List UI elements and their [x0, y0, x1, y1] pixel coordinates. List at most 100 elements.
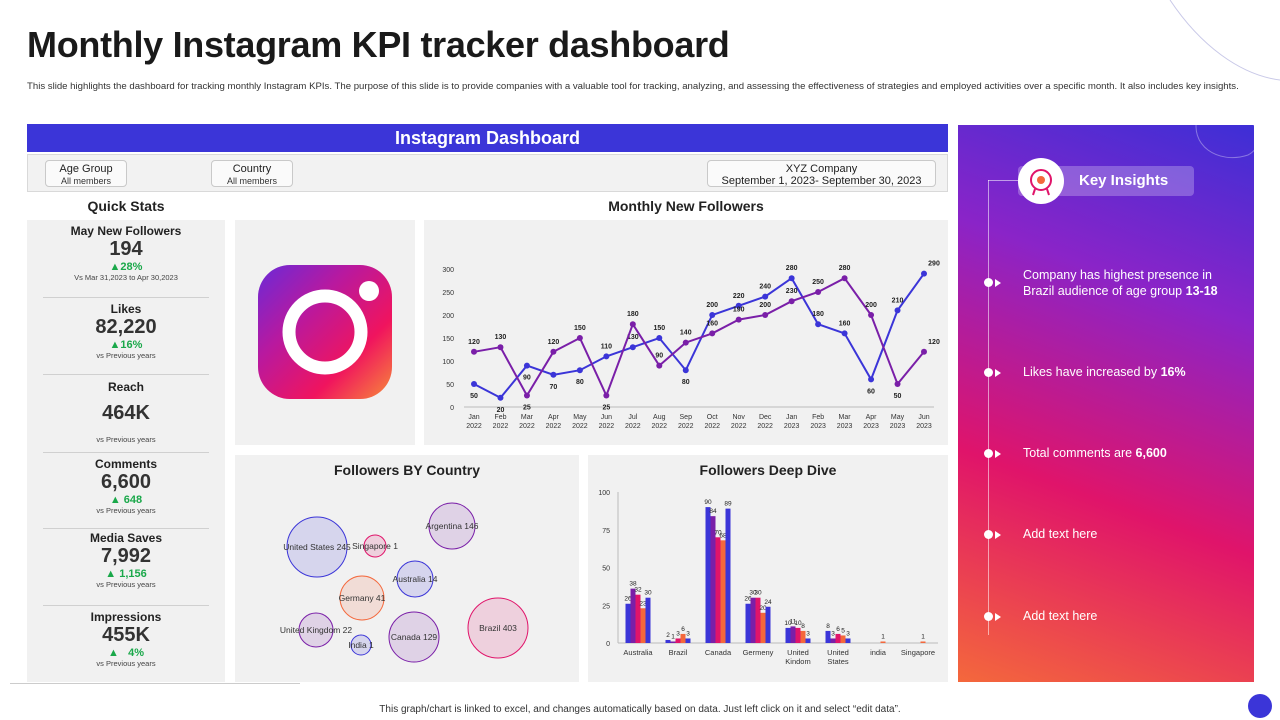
- x-tick-label: Feb: [812, 414, 824, 421]
- decorative-curve: [1169, 0, 1280, 81]
- data-label: 290: [928, 261, 940, 268]
- data-point: [576, 367, 583, 374]
- data-point: [709, 312, 716, 318]
- data-label: 25: [602, 405, 610, 412]
- x-tick-label: Sep: [680, 414, 693, 421]
- insight-text: Total comments are: [1023, 446, 1136, 460]
- x-tick-label: May: [573, 414, 587, 421]
- data-label: 210: [892, 297, 904, 304]
- bar-label: 8: [826, 623, 830, 630]
- y-tick-label: 150: [442, 336, 454, 343]
- insight-marker: [984, 278, 993, 287]
- stat-value: 464K: [102, 402, 150, 424]
- bubble-label: Germany 41: [339, 593, 386, 603]
- bar-label: 3: [846, 630, 850, 637]
- data-label: 280: [786, 265, 798, 272]
- page-description: This slide highlights the dashboard for …: [27, 81, 1239, 92]
- decorative-shape: [1195, 125, 1254, 159]
- data-point: [603, 392, 610, 399]
- stat-label: Likes: [110, 302, 142, 316]
- insight-item[interactable]: Add text here: [1023, 526, 1243, 542]
- category-label: india: [870, 648, 887, 657]
- stat-change: 1,156: [119, 568, 147, 580]
- bar-label: 1: [921, 633, 925, 640]
- data-point: [550, 348, 557, 355]
- stat-label: May New Followers: [70, 224, 182, 238]
- bar: [720, 540, 726, 643]
- data-label: 80: [576, 379, 584, 386]
- country-value: All members: [226, 176, 277, 186]
- data-label: 90: [655, 353, 663, 360]
- bar-label: 2: [666, 632, 670, 639]
- data-label: 200: [865, 302, 877, 309]
- x-tick-year: 2022: [704, 423, 720, 430]
- bubble-label: India 1: [348, 640, 374, 650]
- x-tick-label: Dec: [759, 414, 772, 421]
- series-line: [473, 273, 925, 400]
- bar: [680, 633, 686, 643]
- x-tick-label: Jul: [628, 414, 637, 421]
- stat-change: 648: [123, 494, 143, 506]
- stat-label: Comments: [94, 457, 157, 471]
- country-label: Country: [232, 163, 272, 175]
- date-range-filter[interactable]: XYZ Company September 1, 2023- September…: [707, 160, 936, 187]
- country-filter[interactable]: Country All members: [211, 160, 293, 187]
- data-point: [868, 312, 875, 318]
- y-tick-label: 50: [446, 382, 454, 389]
- x-tick-label: Oct: [707, 414, 718, 421]
- bar: [625, 603, 631, 643]
- y-tick-label: 250: [442, 290, 454, 297]
- bar-label: 11: [790, 618, 797, 625]
- bubble-label: United States 245: [283, 542, 351, 552]
- up-triangle-icon: ▲: [109, 494, 121, 506]
- x-tick-year: 2022: [731, 423, 747, 430]
- data-label: 250: [812, 279, 824, 286]
- insight-highlight: 13-18: [1185, 284, 1218, 298]
- x-tick-year: 2022: [625, 423, 641, 430]
- age-group-filter[interactable]: Age Group All members: [45, 160, 127, 187]
- data-label: 70: [550, 384, 558, 391]
- insight-arrow-icon: [995, 613, 1001, 621]
- followers-by-country-chart: United States 245 Singapore 1 Argentina 14…: [280, 502, 529, 663]
- data-point: [550, 371, 557, 378]
- stat-value: 455K: [102, 624, 150, 646]
- insight-item[interactable]: Add text here: [1023, 608, 1243, 624]
- insight-text: Add text here: [1023, 609, 1098, 623]
- bubble-label: Singapore 1: [352, 541, 398, 551]
- data-label: 230: [786, 288, 798, 295]
- data-point: [682, 339, 689, 346]
- page-title: Monthly Instagram KPI tracker dashboard: [27, 24, 730, 65]
- bar: [725, 508, 731, 643]
- bar: [750, 597, 756, 643]
- bar-label: 23: [639, 600, 647, 607]
- data-point: [523, 392, 530, 399]
- data-point: [815, 321, 822, 328]
- bar-label: 26: [744, 596, 752, 603]
- data-label: 240: [759, 284, 771, 291]
- x-tick-label: Jun: [601, 414, 612, 421]
- data-label: 110: [601, 343, 612, 350]
- stat-note: vs Previous years: [96, 435, 156, 444]
- category-label: Brazil: [669, 648, 688, 657]
- data-label: 200: [706, 302, 718, 309]
- stat-value: 82,220: [95, 316, 157, 338]
- bubble: [286, 516, 348, 578]
- data-label: 80: [682, 379, 690, 386]
- insight-highlight: 6,600: [1135, 446, 1167, 460]
- bar-label: 5: [841, 627, 845, 634]
- monthly-followers-panel: 0 50 100 150 200 250 300 Jan 2022 Feb 2022 Mar 2022 A…: [424, 220, 948, 445]
- x-tick-year: 2023: [784, 423, 800, 430]
- dashboard-banner: Instagram Dashboard: [27, 124, 948, 152]
- stat-note: vs Previous years: [96, 506, 156, 515]
- data-point: [471, 381, 477, 387]
- data-point: [709, 330, 716, 337]
- x-tick-year: 2022: [519, 423, 535, 430]
- data-point: [894, 307, 901, 314]
- bar: [840, 635, 846, 643]
- instagram-logo-panel: [235, 220, 415, 445]
- up-triangle-icon: ▲: [105, 568, 117, 580]
- bar-label: 6: [836, 626, 840, 633]
- bubble-label: United Kingdom 22: [280, 625, 353, 635]
- bar: [710, 516, 716, 643]
- insight-item: Likes have increased by 16%: [1023, 364, 1243, 380]
